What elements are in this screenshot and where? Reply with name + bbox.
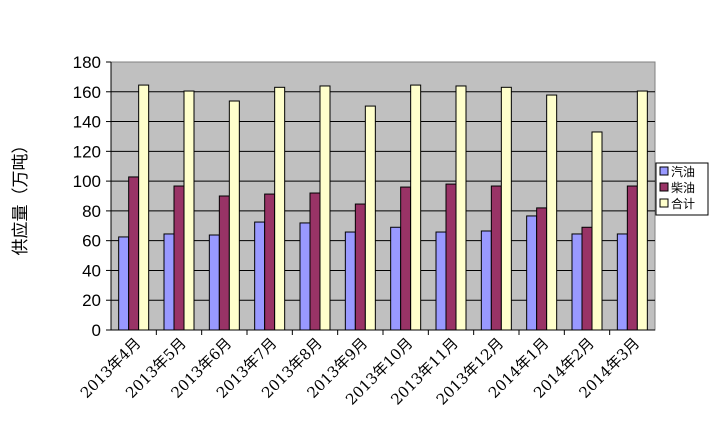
y-axis-label: 供应量（万吨） — [11, 137, 31, 256]
legend-swatch — [659, 182, 669, 192]
bar-汽油 — [208, 234, 220, 331]
bar-汽油 — [435, 231, 447, 331]
bar-汽油 — [616, 233, 628, 331]
bar-合计 — [274, 86, 286, 331]
legend-swatch — [659, 166, 669, 176]
bar-汽油 — [571, 233, 583, 331]
y-tick-label: 160 — [73, 83, 101, 102]
bar-合计 — [546, 94, 558, 331]
legend-label: 汽油 — [671, 164, 695, 179]
bar-柴油 — [490, 185, 502, 331]
bar-柴油 — [581, 226, 593, 331]
y-tick-label: 140 — [73, 113, 101, 132]
bar-合计 — [228, 100, 240, 331]
bar-柴油 — [445, 183, 457, 331]
bar-合计 — [636, 90, 648, 331]
bar-柴油 — [173, 185, 185, 331]
bar-合计 — [364, 105, 376, 331]
bar-合计 — [591, 131, 603, 331]
bar-汽油 — [118, 236, 130, 331]
y-tick-label: 60 — [82, 232, 101, 251]
y-tick-label: 80 — [82, 202, 101, 221]
bar-合计 — [455, 85, 467, 331]
y-tick-label: 100 — [73, 172, 101, 191]
y-tick-label: 20 — [82, 291, 101, 310]
bar-汽油 — [344, 231, 356, 331]
bar-合计 — [500, 86, 512, 331]
bar-汽油 — [480, 230, 492, 331]
y-tick-label: 0 — [92, 321, 101, 340]
bar-柴油 — [536, 207, 548, 331]
bar-柴油 — [309, 192, 321, 331]
y-tick-label: 180 — [73, 53, 101, 72]
bar-柴油 — [626, 185, 638, 331]
bar-柴油 — [218, 195, 230, 331]
bar-柴油 — [264, 193, 276, 331]
y-tick-label: 120 — [73, 142, 101, 161]
legend-swatch — [659, 198, 669, 208]
plot-area — [110, 61, 656, 331]
bar-合计 — [183, 90, 195, 331]
bar-汽油 — [390, 226, 402, 331]
bar-汽油 — [299, 222, 311, 331]
bar-汽油 — [163, 233, 175, 331]
legend-label: 合计 — [671, 196, 695, 211]
bar-汽油 — [254, 221, 266, 331]
bar-汽油 — [526, 215, 538, 331]
bar-柴油 — [128, 176, 140, 331]
y-tick-label: 40 — [82, 261, 101, 280]
bar-柴油 — [354, 203, 366, 331]
bar-合计 — [410, 84, 422, 331]
bar-合计 — [138, 84, 150, 331]
bar-合计 — [319, 85, 331, 331]
legend-label: 柴油 — [671, 181, 695, 195]
bar-柴油 — [400, 186, 412, 331]
